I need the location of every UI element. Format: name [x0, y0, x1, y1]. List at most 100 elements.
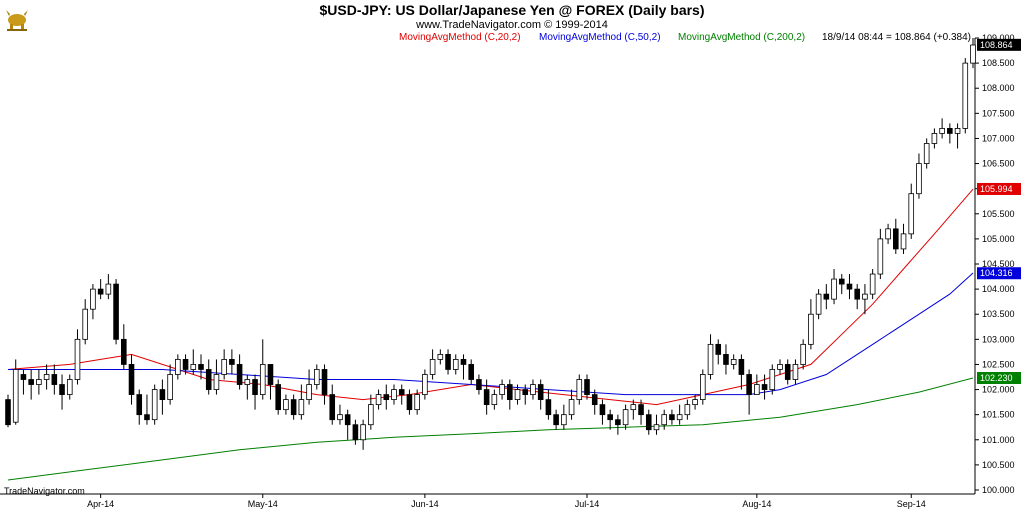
candle-body — [862, 293, 868, 300]
candle-body — [329, 394, 336, 421]
candle-body — [406, 394, 413, 411]
candle-body — [59, 384, 65, 395]
candle-body — [645, 414, 652, 431]
candle-body — [954, 127, 961, 134]
y-tick-label: 104.500 — [982, 259, 1015, 269]
candle-body — [638, 404, 644, 416]
candle-body — [893, 228, 899, 250]
candle-body — [43, 374, 50, 380]
candle-body — [622, 409, 629, 426]
candle-body — [615, 419, 621, 426]
ma200-value-tag — [977, 372, 1021, 385]
candle-body — [530, 384, 536, 395]
candle-body — [707, 343, 714, 375]
candle-body — [730, 359, 737, 365]
candle-body — [452, 359, 459, 370]
candle-body — [923, 143, 930, 164]
candle-body — [422, 374, 428, 395]
candle-body — [398, 389, 405, 395]
candle-body — [908, 193, 915, 235]
candle-body — [545, 399, 552, 416]
candle-body — [468, 364, 474, 380]
y-tick-label: 104.000 — [982, 284, 1015, 294]
candle-body — [66, 379, 73, 395]
y-tick-label: 102.000 — [982, 385, 1015, 395]
legend-ma200: MovingAvgMethod (C,200,2) — [678, 32, 806, 43]
ma50-value-tag — [977, 267, 1021, 280]
candle-body — [507, 384, 513, 400]
candle-body — [182, 359, 189, 370]
chart-title: $USD-JPY: US Dollar/Japanese Yen @ FOREX… — [319, 2, 705, 18]
y-tick-label: 100.500 — [982, 460, 1015, 470]
candle-body — [414, 394, 420, 411]
candle-body — [229, 359, 235, 365]
last-price-tag — [977, 38, 1021, 51]
candle-body — [846, 283, 853, 290]
y-tick-label: 102.500 — [982, 359, 1015, 369]
candle-body — [591, 394, 598, 406]
candle-body — [20, 374, 27, 380]
candle-body — [136, 394, 143, 416]
candle-body — [476, 379, 482, 390]
y-tick-label: 109.000 — [982, 33, 1015, 43]
candle-body — [275, 384, 281, 411]
candle-body — [74, 338, 81, 380]
candle-body — [121, 338, 127, 365]
ma20-value-tag — [977, 182, 1021, 195]
ma20-value-tag-text: 105.994 — [980, 184, 1013, 194]
candle-body — [175, 359, 181, 375]
candle-body — [537, 384, 544, 400]
candle-body — [815, 293, 822, 315]
candle-body — [754, 384, 760, 395]
y-tick-label: 101.000 — [982, 435, 1015, 445]
x-tick-label: Jul-14 — [575, 499, 600, 509]
candle-body — [700, 374, 706, 401]
candle-body — [746, 374, 752, 395]
candle-body — [198, 364, 204, 370]
candle-body — [792, 364, 799, 380]
ma50-value-tag-text: 104.316 — [980, 268, 1013, 278]
candle-body — [337, 414, 343, 421]
candle-body — [244, 379, 251, 385]
candle-body — [769, 369, 776, 390]
ma-line-1 — [8, 272, 974, 396]
candle-body — [931, 133, 938, 144]
candle-body — [190, 364, 197, 370]
candle-body — [607, 414, 613, 421]
candle-body — [460, 359, 467, 365]
candle-body — [561, 414, 567, 426]
candle-body — [568, 399, 575, 416]
candle-body — [784, 364, 791, 380]
candle-body — [514, 389, 521, 400]
candle-body — [599, 404, 606, 416]
golden-bull-icon — [6, 10, 28, 31]
candle-body — [105, 283, 112, 295]
candle-body — [800, 343, 806, 365]
x-tick-label: Apr-14 — [87, 499, 114, 509]
candle-body — [283, 399, 289, 411]
candle-body — [360, 424, 366, 441]
candle-body — [12, 369, 19, 423]
candle-body — [36, 379, 42, 385]
candle-body — [221, 359, 227, 375]
y-tick-label: 103.500 — [982, 309, 1015, 319]
y-tick-label: 107.000 — [982, 133, 1015, 143]
x-tick-label: Aug-14 — [742, 499, 771, 509]
candle-body — [391, 389, 397, 400]
candle-body — [947, 127, 953, 134]
candle-body — [630, 404, 637, 411]
candle-body — [159, 389, 166, 400]
candle-body — [661, 414, 667, 426]
candle-body — [838, 278, 845, 285]
candle-body — [82, 308, 88, 340]
candle-body — [90, 288, 96, 310]
candle-body — [267, 364, 274, 385]
candle-body — [761, 384, 768, 390]
last-price-tag-text: 108.864 — [980, 40, 1013, 50]
y-tick-label: 108.000 — [982, 83, 1015, 93]
candle-body — [723, 353, 729, 365]
candle-body — [113, 283, 119, 340]
x-tick-label: Sep-14 — [897, 499, 926, 509]
y-tick-label: 105.500 — [982, 209, 1015, 219]
